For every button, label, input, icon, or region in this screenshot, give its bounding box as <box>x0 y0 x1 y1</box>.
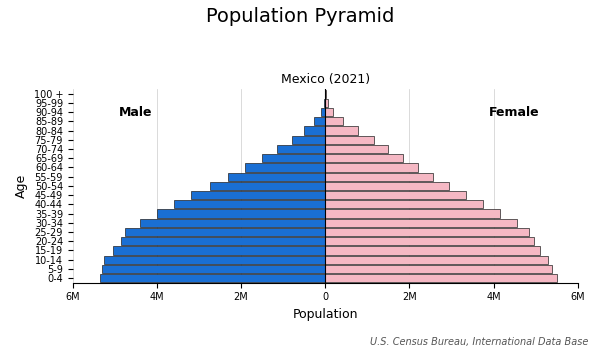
Bar <box>325 237 533 245</box>
Bar <box>325 182 449 190</box>
Bar <box>325 265 553 273</box>
Bar <box>245 163 325 172</box>
Bar <box>325 219 517 227</box>
Bar <box>292 136 325 144</box>
Bar <box>102 265 325 273</box>
Bar <box>125 228 325 236</box>
Bar <box>325 126 358 135</box>
Bar <box>314 117 325 126</box>
Bar <box>325 145 388 153</box>
Bar <box>104 256 325 264</box>
Bar <box>325 256 548 264</box>
Bar <box>140 219 325 227</box>
Bar <box>113 246 325 254</box>
Bar <box>325 117 343 126</box>
Title: Mexico (2021): Mexico (2021) <box>281 74 370 86</box>
Bar <box>320 108 325 116</box>
Bar <box>229 173 325 181</box>
Bar <box>304 126 325 135</box>
Bar <box>325 99 328 107</box>
Text: Female: Female <box>489 106 540 119</box>
Bar <box>262 154 325 162</box>
Bar <box>325 136 374 144</box>
Text: U.S. Census Bureau, International Data Base: U.S. Census Bureau, International Data B… <box>370 336 588 346</box>
Bar <box>191 191 325 199</box>
Text: Male: Male <box>119 106 152 119</box>
Y-axis label: Age: Age <box>15 174 28 198</box>
Bar <box>121 237 325 245</box>
Bar <box>325 209 500 218</box>
Bar <box>277 145 325 153</box>
Bar <box>325 200 483 209</box>
Bar <box>324 99 325 107</box>
Bar <box>325 228 529 236</box>
Bar <box>174 200 325 209</box>
Bar <box>209 182 325 190</box>
Bar <box>325 274 557 282</box>
Bar <box>157 209 325 218</box>
Bar <box>325 191 466 199</box>
X-axis label: Population: Population <box>292 308 358 321</box>
Bar <box>325 163 418 172</box>
Bar <box>325 173 433 181</box>
Bar <box>325 108 333 116</box>
Bar <box>325 90 326 98</box>
Bar <box>100 274 325 282</box>
Text: Population Pyramid: Population Pyramid <box>206 7 394 26</box>
Bar <box>325 154 403 162</box>
Bar <box>325 246 540 254</box>
